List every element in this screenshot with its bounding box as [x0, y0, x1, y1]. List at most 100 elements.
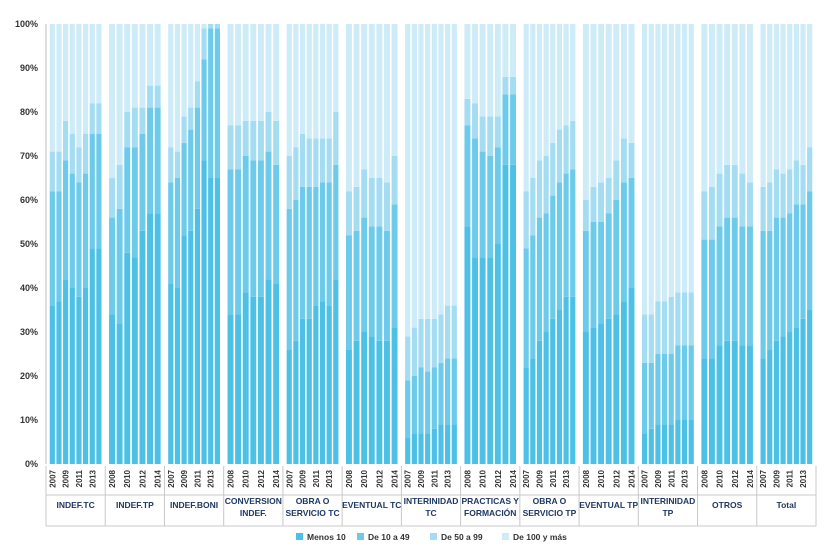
- bar-segment: [109, 217, 115, 315]
- bar-segment: [49, 24, 55, 152]
- bar-segment: [181, 24, 187, 117]
- x-tick-label: 2007: [759, 469, 768, 487]
- bar-segment: [613, 200, 620, 315]
- bar-segment: [739, 24, 746, 174]
- bar-segment: [273, 164, 280, 284]
- bar-segment: [299, 134, 306, 187]
- bar-segment: [445, 358, 451, 425]
- group-label: INDEF.BONI: [170, 500, 218, 510]
- x-tick-label: 2008: [226, 469, 235, 487]
- legend-swatch: [430, 533, 437, 540]
- bar-segment: [543, 24, 549, 156]
- x-tick-label: 2009: [535, 469, 544, 487]
- bar-segment: [326, 182, 332, 306]
- bar-segment: [418, 24, 424, 319]
- bar-segment: [181, 235, 187, 464]
- bar-group: [760, 24, 813, 464]
- bar-segment: [688, 345, 694, 420]
- bar-segment: [487, 156, 494, 258]
- bar-segment: [807, 24, 813, 148]
- bar-segment: [89, 24, 95, 104]
- bar-segment: [361, 24, 368, 170]
- bar-segment: [235, 24, 242, 126]
- bar-segment: [708, 358, 715, 464]
- bar-segment: [787, 24, 793, 170]
- bar-segment: [131, 257, 138, 464]
- x-tick-label: 2007: [285, 469, 294, 487]
- bar-segment: [83, 173, 89, 288]
- bar-segment: [716, 345, 723, 464]
- bar-segment: [214, 24, 220, 29]
- bar-segment: [675, 24, 681, 293]
- bar-segment: [124, 147, 131, 253]
- bar-segment: [194, 107, 200, 209]
- x-tick-label: 2012: [731, 469, 740, 487]
- bar-segment: [147, 24, 154, 86]
- legend-swatch: [502, 533, 509, 540]
- bar-segment: [273, 283, 280, 464]
- bar-segment: [556, 129, 563, 183]
- bar-segment: [405, 380, 411, 438]
- bar-segment: [124, 112, 131, 148]
- bar-segment: [613, 160, 620, 200]
- bar-segment: [353, 340, 360, 464]
- bar-segment: [675, 345, 681, 420]
- bar-segment: [361, 217, 368, 332]
- bar-segment: [510, 164, 517, 465]
- group-label: TC: [425, 508, 436, 518]
- bar-segment: [438, 24, 444, 315]
- x-tick-label: 2010: [479, 469, 488, 487]
- bar-segment: [620, 138, 627, 183]
- bar-segment: [257, 24, 264, 121]
- bar-segment: [76, 147, 82, 183]
- bar-segment: [411, 24, 417, 328]
- bar-segment: [648, 362, 654, 429]
- bar-segment: [739, 345, 746, 464]
- bar-segment: [299, 186, 306, 319]
- bar-segment: [648, 428, 654, 464]
- bar-segment: [333, 164, 339, 280]
- bar-segment: [681, 24, 688, 293]
- legend-label: De 100 y más: [513, 532, 567, 542]
- bar-segment: [590, 186, 597, 222]
- bar-segment: [188, 107, 194, 130]
- bar-segment: [109, 314, 115, 464]
- x-tick-label: 2014: [154, 469, 163, 487]
- bar-segment: [716, 226, 723, 346]
- x-tick-label: 2012: [494, 469, 503, 487]
- group-label: PRACTICAS Y: [461, 496, 519, 506]
- bar-segment: [353, 24, 360, 187]
- bar-segment: [89, 103, 95, 134]
- bar-segment: [701, 24, 708, 192]
- bar-segment: [613, 24, 620, 161]
- y-tick-label: 80%: [20, 107, 38, 117]
- bar-segment: [445, 305, 451, 359]
- bar-segment: [472, 257, 478, 464]
- x-tick-label: 2011: [75, 469, 84, 487]
- bar-segment: [384, 182, 390, 231]
- bar-segment: [605, 213, 612, 319]
- bar-segment: [598, 182, 605, 222]
- group-label: OBRA O: [296, 496, 330, 506]
- bar-segment: [605, 178, 612, 214]
- bar-segment: [590, 24, 597, 187]
- bar-segment: [530, 178, 536, 236]
- bar-segment: [96, 134, 102, 249]
- bar-segment: [724, 24, 731, 165]
- x-tick-label: 2008: [108, 469, 117, 487]
- bar-segment: [494, 24, 501, 117]
- bar-segment: [425, 318, 431, 372]
- bar-segment: [242, 156, 249, 293]
- bar-segment: [257, 296, 264, 464]
- bar-segment: [201, 28, 207, 60]
- bar-segment: [536, 24, 543, 161]
- bar-segment: [793, 327, 799, 464]
- bar-segment: [793, 160, 799, 205]
- bar-segment: [147, 107, 154, 214]
- bar-segment: [510, 24, 517, 77]
- x-tick-label: 2008: [700, 469, 709, 487]
- bar-segment: [731, 164, 738, 218]
- bar-segment: [502, 24, 509, 77]
- bar-segment: [708, 24, 715, 187]
- x-tick-label: 2011: [312, 469, 321, 487]
